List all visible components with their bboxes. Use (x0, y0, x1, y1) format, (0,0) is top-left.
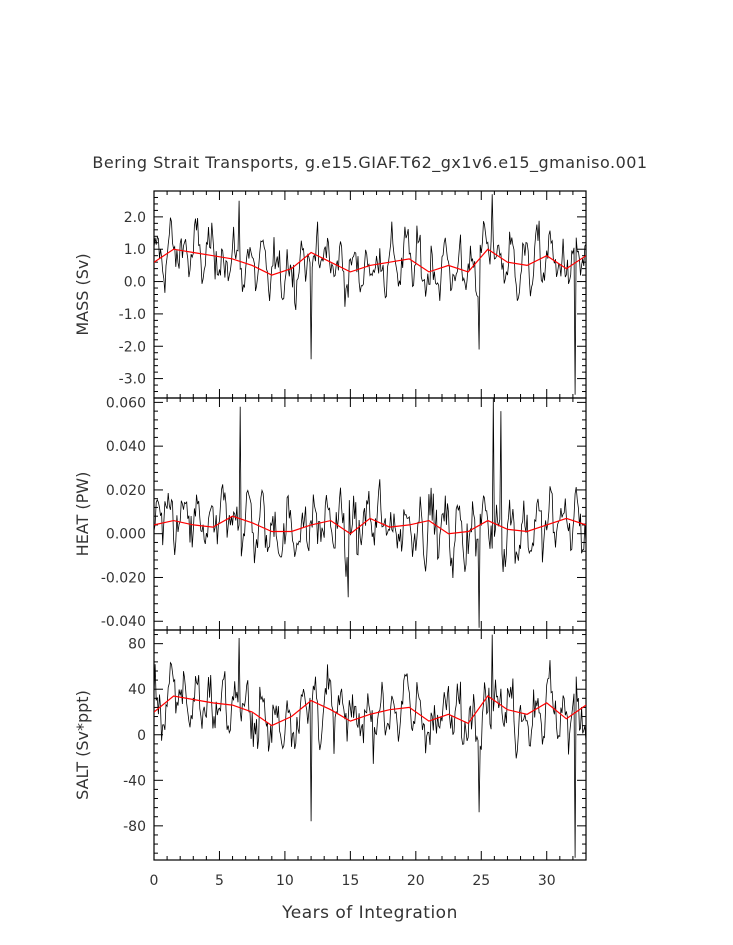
y-tick-label: -40 (123, 773, 146, 789)
y-tick-label: 0.0 (124, 275, 146, 291)
smoothed-series-salt (154, 695, 586, 727)
y-tick-label: 0 (137, 728, 146, 744)
y-axis-label-mass: MASS (Sv) (73, 253, 92, 335)
y-tick-label: -1.0 (119, 307, 146, 323)
x-tick-label: 25 (472, 873, 490, 889)
plot-frame-mass (153, 190, 587, 399)
monthly-series-salt (154, 634, 586, 858)
chart-title: Bering Strait Transports, g.e15.GIAF.T62… (92, 153, 647, 173)
y-tick-label: 0.060 (106, 395, 146, 411)
y-tick-label: -2.0 (119, 339, 146, 355)
y-tick-label: -0.040 (101, 614, 146, 630)
x-tick-label: 10 (276, 873, 294, 889)
monthly-series-heat (154, 398, 586, 628)
x-tick-label: 15 (341, 873, 359, 889)
y-tick-label: -3.0 (119, 372, 146, 388)
panel-salt: 0 5 10 15 20 25 30 80 40 0 -40 -80 SALT (Sv*ppt) (73, 629, 587, 889)
y-tick-label: 1.0 (124, 242, 146, 258)
panel-mass: 2.0 1.0 0.0 -1.0 -2.0 -3.0 MASS (Sv) (73, 190, 587, 399)
y-tick-label: 0.040 (106, 439, 146, 455)
y-tick-label: 2.0 (124, 210, 146, 226)
x-tick-label: 30 (538, 873, 556, 889)
y-axis-label-heat: HEAT (PW) (73, 472, 92, 557)
y-tick-label: 80 (128, 637, 146, 653)
y-tick-label: 0.000 (106, 527, 146, 543)
x-axis-label: Years of Integration (281, 903, 458, 923)
panel-heat: 0.060 0.040 0.020 0.000 -0.020 -0.040 HEAT (PW… (73, 395, 587, 631)
x-tick-label: 20 (407, 873, 425, 889)
smoothed-series-heat (154, 515, 586, 535)
y-tick-label: -80 (123, 819, 146, 835)
x-tick-label: 0 (150, 873, 159, 889)
y-tick-label: 0.020 (106, 483, 146, 499)
plot-frame-salt (153, 629, 587, 861)
y-tick-label: -0.020 (101, 570, 146, 586)
y-tick-label: 40 (128, 682, 146, 698)
panels: 2.0 1.0 0.0 -1.0 -2.0 -3.0 MASS (Sv) 0.060 0.040… (73, 190, 587, 889)
monthly-series-mass (154, 194, 586, 395)
smoothed-series-mass (154, 248, 586, 276)
x-tick-label: 5 (215, 873, 224, 889)
y-axis-label-salt: SALT (Sv*ppt) (73, 690, 92, 800)
